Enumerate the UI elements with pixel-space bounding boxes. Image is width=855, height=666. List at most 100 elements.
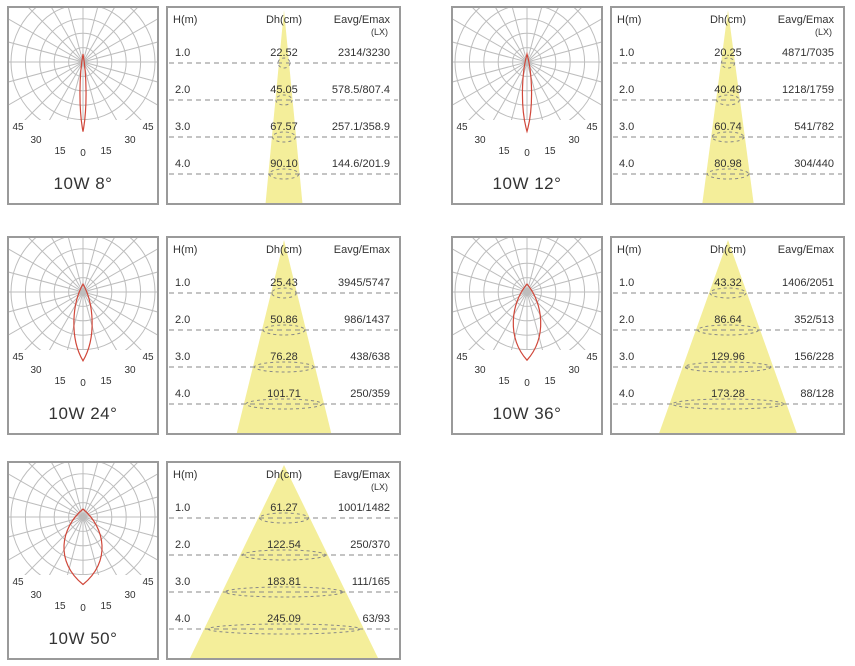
cell-illuminance: 1406/2051 [782, 277, 834, 289]
header-unit: (LX) [371, 482, 388, 492]
polar-grid [9, 8, 157, 120]
intensity-curve [63, 508, 103, 586]
fixture-label: 10W 50° [49, 629, 118, 648]
cell-height: 3.0 [175, 351, 190, 363]
polar-spoke [9, 271, 157, 313]
fixture-block: 45 30 15 0 15 30 45 10W 12° H(m) Dh(cm) Eavg/Emax(… [451, 6, 845, 205]
fixture-block: 45 30 15 0 15 30 45 10W 8° H(m) Dh(cm) Eavg/Emax(L… [7, 6, 401, 205]
beam-cone [702, 10, 754, 203]
header-height: H(m) [173, 244, 197, 256]
header-diameter: Dh(cm) [266, 244, 302, 256]
angle-label: 15 [54, 376, 66, 387]
cell-illuminance: 250/370 [350, 539, 390, 551]
cell-height: 2.0 [175, 84, 190, 96]
cell-diameter: 45.05 [270, 84, 298, 96]
angle-label: 15 [100, 376, 112, 387]
beam-ellipse [271, 131, 297, 143]
angle-label: 15 [54, 146, 66, 157]
cell-illuminance: 63/93 [362, 613, 390, 625]
header-unit: (LX) [371, 27, 388, 37]
cell-illuminance: 257.1/358.9 [332, 121, 390, 133]
cell-illuminance: 578.5/807.4 [332, 84, 390, 96]
cell-height: 1.0 [175, 502, 190, 514]
cell-illuminance: 352/513 [794, 314, 834, 326]
cell-diameter: 80.98 [714, 158, 742, 170]
beam-ellipse [711, 131, 745, 143]
cell-illuminance: 1001/1482 [338, 502, 390, 514]
fixture-block: 45 30 15 0 15 30 45 10W 24° H(m) Dh(cm) Eavg/Emax 1… [7, 236, 401, 435]
cell-height: 1.0 [175, 47, 190, 59]
intensity-curve [512, 283, 542, 362]
cell-diameter: 173.28 [711, 388, 745, 400]
angle-label: 15 [100, 146, 112, 157]
angle-label: 15 [544, 146, 556, 157]
beam-ellipse [271, 287, 297, 299]
angle-label: 45 [586, 122, 598, 133]
angle-label: 0 [80, 378, 86, 389]
cell-diameter: 129.96 [711, 351, 745, 363]
polar-spoke [453, 41, 601, 83]
angle-label: 45 [142, 577, 154, 588]
cell-height: 2.0 [619, 314, 634, 326]
polar-spoke [9, 496, 157, 538]
angle-label: 30 [568, 135, 580, 146]
cell-diameter: 25.43 [270, 277, 298, 289]
beam-ellipse [277, 57, 291, 69]
fixture-label: 10W 8° [54, 174, 113, 193]
angle-label: 30 [124, 365, 136, 376]
header-height: H(m) [617, 14, 641, 26]
header-diameter: Dh(cm) [710, 14, 746, 26]
angle-label: 15 [54, 601, 66, 612]
cell-illuminance: 88/128 [800, 388, 834, 400]
cell-illuminance: 111/165 [352, 576, 390, 588]
header-illuminance: Eavg/Emax [334, 14, 391, 26]
header-diameter: Dh(cm) [266, 469, 302, 481]
cell-height: 2.0 [619, 84, 634, 96]
angle-label: 15 [498, 146, 510, 157]
beam-cone [265, 10, 303, 203]
angle-label: 30 [124, 135, 136, 146]
beam-cone [659, 240, 797, 433]
cell-diameter: 61.27 [270, 502, 298, 514]
cell-height: 2.0 [175, 539, 190, 551]
cell-diameter: 90.10 [270, 158, 298, 170]
header-illuminance: Eavg/Emax [778, 14, 835, 26]
cell-height: 4.0 [619, 158, 634, 170]
angle-label: 30 [30, 135, 42, 146]
angle-label: 45 [12, 122, 24, 133]
cell-illuminance: 144.6/201.9 [332, 158, 390, 170]
beam-ellipse [253, 361, 315, 373]
polar-grid [9, 463, 157, 575]
cell-illuminance: 304/440 [794, 158, 834, 170]
beam-ellipse [224, 586, 344, 598]
fixture-block: 45 30 15 0 15 30 45 10W 50° H(m) Dh(cm) Eavg/Emax(… [7, 461, 401, 660]
beam-ellipse [684, 361, 772, 373]
header-height: H(m) [173, 14, 197, 26]
beam-cone [190, 465, 378, 658]
cell-height: 1.0 [619, 277, 634, 289]
cell-illuminance: 250/359 [350, 388, 390, 400]
cell-height: 3.0 [175, 576, 190, 588]
cell-height: 2.0 [175, 314, 190, 326]
header-diameter: Dh(cm) [710, 244, 746, 256]
cell-diameter: 20.25 [714, 47, 742, 59]
polar-spoke [9, 41, 157, 83]
cell-height: 4.0 [175, 613, 190, 625]
cell-diameter: 40.49 [714, 84, 742, 96]
fixture-label: 10W 36° [493, 404, 562, 423]
angle-label: 45 [12, 352, 24, 363]
angle-label: 30 [568, 365, 580, 376]
angle-label: 15 [498, 376, 510, 387]
cell-diameter: 60.74 [714, 121, 742, 133]
fixture-label: 10W 24° [49, 404, 118, 423]
angle-label: 0 [524, 378, 530, 389]
cell-diameter: 122.54 [267, 539, 301, 551]
cell-diameter: 22.52 [270, 47, 298, 59]
cell-illuminance: 2314/3230 [338, 47, 390, 59]
cell-illuminance: 541/782 [794, 121, 834, 133]
cell-diameter: 43.32 [714, 277, 742, 289]
cell-diameter: 183.81 [267, 576, 301, 588]
header-illuminance: Eavg/Emax [334, 469, 391, 481]
beam-ellipse [709, 287, 747, 299]
